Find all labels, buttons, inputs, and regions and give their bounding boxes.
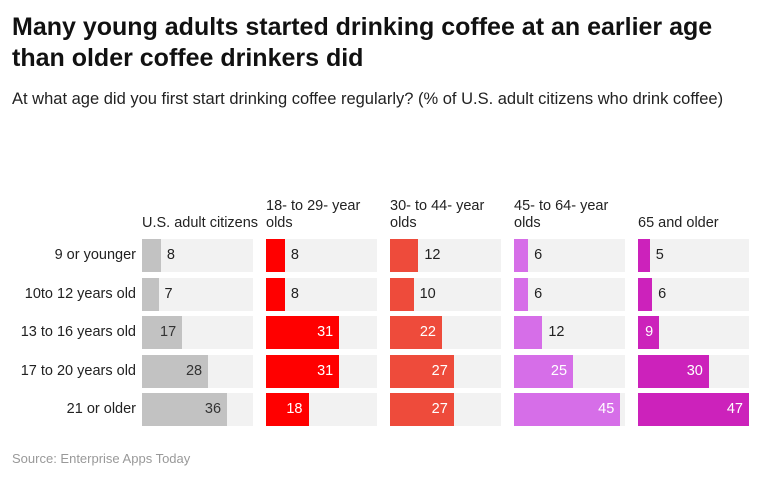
data-label: 28 bbox=[185, 363, 203, 379]
data-label: 25 bbox=[550, 363, 568, 379]
bar bbox=[142, 316, 183, 349]
row-label: 17 to 20 years old bbox=[20, 363, 136, 379]
bar bbox=[266, 316, 340, 349]
bar bbox=[390, 239, 419, 272]
data-label: 17 bbox=[160, 324, 177, 340]
data-label: 6 bbox=[534, 247, 543, 263]
data-label: 6 bbox=[534, 286, 543, 302]
row-label: 21 or older bbox=[66, 401, 136, 417]
bar bbox=[390, 278, 414, 311]
row-label: 10to 12 years old bbox=[24, 286, 136, 302]
bar-background bbox=[514, 239, 625, 272]
data-label: 47 bbox=[726, 401, 743, 417]
data-label: 31 bbox=[317, 324, 334, 340]
data-label: 9 bbox=[645, 324, 654, 340]
bar bbox=[266, 278, 285, 311]
data-label: 12 bbox=[548, 324, 565, 340]
chart-subtitle: At what age did you first start drinking… bbox=[12, 90, 724, 108]
series-header: 18- to 29- year olds bbox=[266, 198, 361, 231]
series-header: U.S. adult citizens bbox=[142, 215, 259, 231]
bar bbox=[514, 393, 621, 426]
series-header: 30- to 44- year olds bbox=[390, 198, 485, 231]
bar bbox=[638, 355, 709, 388]
bar bbox=[514, 278, 529, 311]
bar bbox=[638, 278, 653, 311]
data-label: 8 bbox=[166, 247, 175, 263]
data-label: 27 bbox=[431, 401, 448, 417]
source-note: Source: Enterprise Apps Today bbox=[12, 451, 191, 466]
bar-background bbox=[638, 239, 749, 272]
data-label: 12 bbox=[424, 247, 441, 263]
data-label: 30 bbox=[686, 363, 703, 379]
data-label: 27 bbox=[431, 363, 448, 379]
row-label: 13 to 16 years old bbox=[20, 324, 136, 340]
data-label: 22 bbox=[419, 324, 436, 340]
data-label: 8 bbox=[290, 286, 299, 302]
bar-background bbox=[638, 278, 749, 311]
bar bbox=[266, 239, 285, 272]
bar bbox=[638, 316, 660, 349]
data-label: 6 bbox=[658, 286, 667, 302]
bar bbox=[266, 355, 340, 388]
data-label: 45 bbox=[598, 401, 615, 417]
bar bbox=[514, 239, 529, 272]
bar bbox=[142, 393, 228, 426]
bar bbox=[514, 316, 543, 349]
bar bbox=[266, 393, 309, 426]
series-header: 65 and older bbox=[638, 215, 719, 231]
bar bbox=[142, 278, 159, 311]
bar bbox=[390, 316, 442, 349]
bar bbox=[638, 393, 749, 426]
bar-background bbox=[514, 278, 625, 311]
data-label: 31 bbox=[317, 363, 334, 379]
chart-title: Many young adults started drinking coffe… bbox=[12, 13, 713, 72]
data-label: 10 bbox=[419, 286, 436, 302]
bar bbox=[390, 355, 454, 388]
series-header: 45- to 64- year olds bbox=[514, 198, 609, 231]
data-label: 7 bbox=[164, 286, 173, 302]
data-label: 36 bbox=[204, 401, 222, 417]
bar-background bbox=[142, 278, 253, 311]
row-label: 9 or younger bbox=[54, 247, 136, 263]
data-label: 5 bbox=[655, 247, 664, 263]
bar bbox=[142, 239, 161, 272]
bar bbox=[638, 239, 650, 272]
bar bbox=[514, 355, 574, 388]
data-label: 18 bbox=[286, 401, 303, 417]
bar bbox=[390, 393, 454, 426]
data-label: 8 bbox=[290, 247, 299, 263]
bar bbox=[142, 355, 209, 388]
